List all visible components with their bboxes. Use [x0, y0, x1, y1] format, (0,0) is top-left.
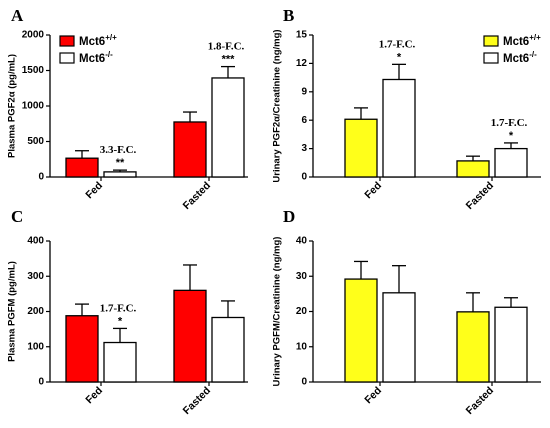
- significance-stars: **: [116, 157, 125, 169]
- fold-change-label: 1.7-F.C.: [100, 302, 137, 314]
- y-tick-label: 40: [296, 236, 308, 247]
- fold-change-label: 1.7-F.C.: [379, 38, 416, 50]
- bar-fed-wt: [65, 315, 99, 383]
- legend-ko-swatch: [483, 52, 499, 64]
- y-tick-label: 1500: [22, 65, 45, 76]
- fold-change-label: 1.8-F.C.: [208, 41, 245, 53]
- bar-fasted-ko: [211, 77, 245, 178]
- y-tick-label: 100: [27, 341, 44, 352]
- legend-ko-label: Mct6-/-: [503, 50, 537, 65]
- y-tick-label: 300: [27, 271, 44, 282]
- panel-letter: C: [11, 207, 23, 226]
- y-tick-label: 0: [38, 172, 44, 183]
- y-tick-label: 0: [38, 377, 44, 388]
- y-tick-label: 12: [296, 58, 308, 69]
- y-tick-label: 0: [301, 377, 307, 388]
- legend: Mct6+/+ Mct6-/-: [483, 33, 541, 65]
- x-tick-label: Fed: [83, 385, 105, 407]
- panel-letter: A: [11, 6, 24, 25]
- bar-fasted-wt: [173, 121, 207, 178]
- bar-fasted-wt: [456, 160, 490, 178]
- y-tick-label: 15: [296, 30, 308, 41]
- panel-c: C Plasma PGFM (pg/mL) 0 100 200 300 400 Fed Fast…: [7, 207, 248, 417]
- bar-fed-wt: [344, 278, 378, 383]
- fold-change-label: 3.3-F.C.: [100, 144, 137, 156]
- x-tick-label: Fasted: [181, 385, 213, 417]
- y-axis-label: Plasma PGFM (pg/mL): [7, 261, 18, 362]
- x-tick-label: Fasted: [464, 180, 496, 212]
- x-tick-label: Fasted: [464, 385, 496, 417]
- y-tick-label: 30: [296, 271, 308, 282]
- significance-stars: ***: [222, 54, 236, 66]
- significance-stars: *: [397, 51, 402, 63]
- bar-fasted-wt: [456, 311, 490, 383]
- bar-fasted-ko: [494, 306, 528, 383]
- y-axis-label: Urinary PGFM/Creatinine (ng/mg): [272, 237, 283, 387]
- x-tick-label: Fed: [362, 385, 384, 407]
- significance-stars: *: [118, 315, 123, 327]
- legend: Mct6+/+ Mct6-/-: [59, 33, 117, 65]
- legend-wt-label: Mct6+/+: [79, 33, 117, 48]
- y-axis-label: Urinary PGF2α/Creatinine (ng/mg): [272, 29, 283, 182]
- bar-fed-ko: [103, 171, 137, 178]
- bar-fasted-ko: [494, 147, 528, 178]
- bar-fed-ko: [382, 292, 416, 383]
- significance-stars: *: [509, 130, 514, 142]
- bar-fasted-ko: [211, 316, 245, 383]
- y-tick-label: 20: [296, 306, 308, 317]
- y-tick-label: 200: [27, 306, 44, 317]
- y-tick-label: 9: [301, 86, 307, 97]
- legend-ko-label: Mct6-/-: [79, 50, 113, 65]
- x-tick-label: Fed: [362, 180, 384, 202]
- y-tick-label: 10: [296, 341, 308, 352]
- y-tick-label: 3: [301, 143, 307, 154]
- legend-wt-label: Mct6+/+: [503, 33, 541, 48]
- panel-a: A Plasma PGF2α (pg/mL) 0 500 1000 1500 2000 Fed…: [7, 6, 248, 212]
- legend-ko-swatch: [59, 52, 75, 64]
- bar-fed-wt: [344, 118, 378, 178]
- y-tick-label: 500: [27, 136, 44, 147]
- x-tick-label: Fed: [83, 180, 105, 202]
- legend-wt-swatch: [59, 35, 75, 47]
- y-axis-label: Plasma PGF2α (pg/mL): [7, 54, 18, 158]
- panel-letter: D: [283, 207, 295, 226]
- bar-fed-wt: [65, 157, 99, 178]
- bar-fasted-wt: [173, 289, 207, 383]
- bar-fed-ko: [103, 341, 137, 383]
- x-tick-label: Fasted: [181, 180, 213, 212]
- panel-letter: B: [283, 6, 294, 25]
- fold-change-label: 1.7-F.C.: [491, 117, 528, 129]
- y-tick-label: 400: [27, 236, 44, 247]
- y-tick-label: 6: [301, 115, 307, 126]
- y-tick-label: 1000: [22, 101, 45, 112]
- legend-wt-swatch: [483, 35, 499, 47]
- bar-fed-ko: [382, 78, 416, 178]
- y-tick-label: 2000: [22, 30, 45, 41]
- y-tick-label: 0: [301, 172, 307, 183]
